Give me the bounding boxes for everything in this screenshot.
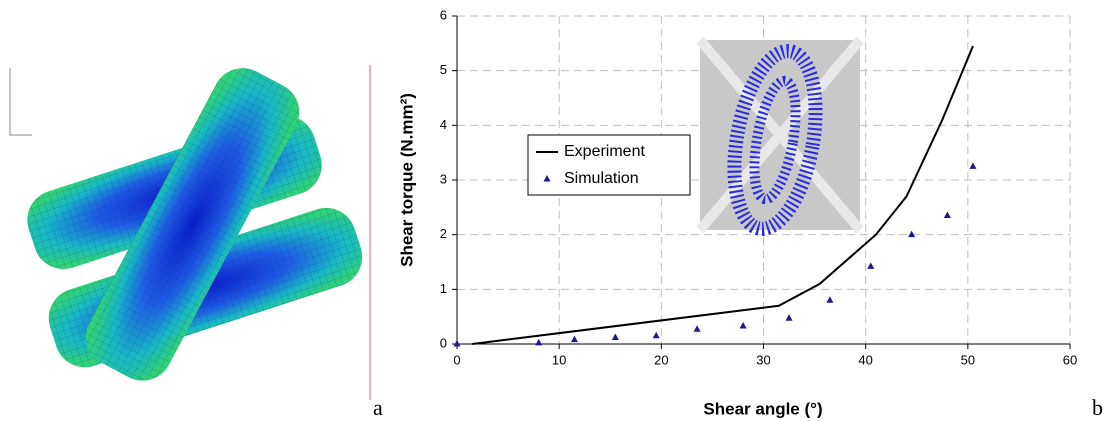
x-tick-label: 40 bbox=[858, 352, 872, 367]
fe-model-image bbox=[9, 65, 371, 400]
x-tick-label: 10 bbox=[552, 352, 566, 367]
x-tick-label: 20 bbox=[654, 352, 668, 367]
x-tick-label: 60 bbox=[1063, 352, 1077, 367]
x-tick-label: 30 bbox=[756, 352, 770, 367]
y-tick-label: 3 bbox=[440, 171, 447, 186]
x-axis-title: Shear angle (°) bbox=[703, 399, 822, 418]
panel-label: a bbox=[373, 395, 383, 420]
simulation-point bbox=[969, 162, 977, 169]
legend-label: Experiment bbox=[564, 143, 645, 160]
simulation-point bbox=[570, 335, 578, 343]
legend-swatch bbox=[543, 175, 551, 182]
inset-texture bbox=[696, 36, 864, 234]
simulation-point bbox=[785, 314, 793, 321]
y-tick-label: 1 bbox=[440, 281, 447, 296]
simulation-point bbox=[826, 296, 834, 303]
y-tick-label: 0 bbox=[440, 335, 447, 350]
inset-vectors bbox=[727, 44, 823, 236]
simulation-point bbox=[535, 338, 543, 346]
experiment-line bbox=[472, 45, 974, 345]
inset-vectors bbox=[749, 75, 801, 205]
simulation-point bbox=[652, 331, 660, 339]
tow-mesh bbox=[86, 68, 300, 381]
simulation-point bbox=[693, 325, 701, 332]
legend-label: Simulation bbox=[564, 170, 639, 187]
x-tick-label: 0 bbox=[453, 352, 460, 367]
frame-corner bbox=[9, 68, 32, 136]
inset-image bbox=[696, 36, 864, 236]
panel-label: b bbox=[1092, 395, 1103, 420]
y-tick-label: 4 bbox=[440, 117, 447, 132]
simulation-point bbox=[943, 211, 951, 219]
y-axis-title: Shear torque (N.mm²) bbox=[397, 93, 416, 267]
simulation-point bbox=[611, 333, 619, 340]
x-tick-label: 50 bbox=[961, 352, 975, 367]
y-tick-label: 6 bbox=[440, 7, 447, 22]
legend-box bbox=[527, 134, 691, 196]
simulation-point bbox=[867, 262, 875, 269]
simulation-point bbox=[908, 230, 916, 238]
simulation-point bbox=[739, 321, 747, 329]
y-tick-label: 5 bbox=[440, 62, 447, 77]
simulation-point bbox=[453, 340, 461, 347]
y-tick-label: 2 bbox=[440, 226, 447, 241]
